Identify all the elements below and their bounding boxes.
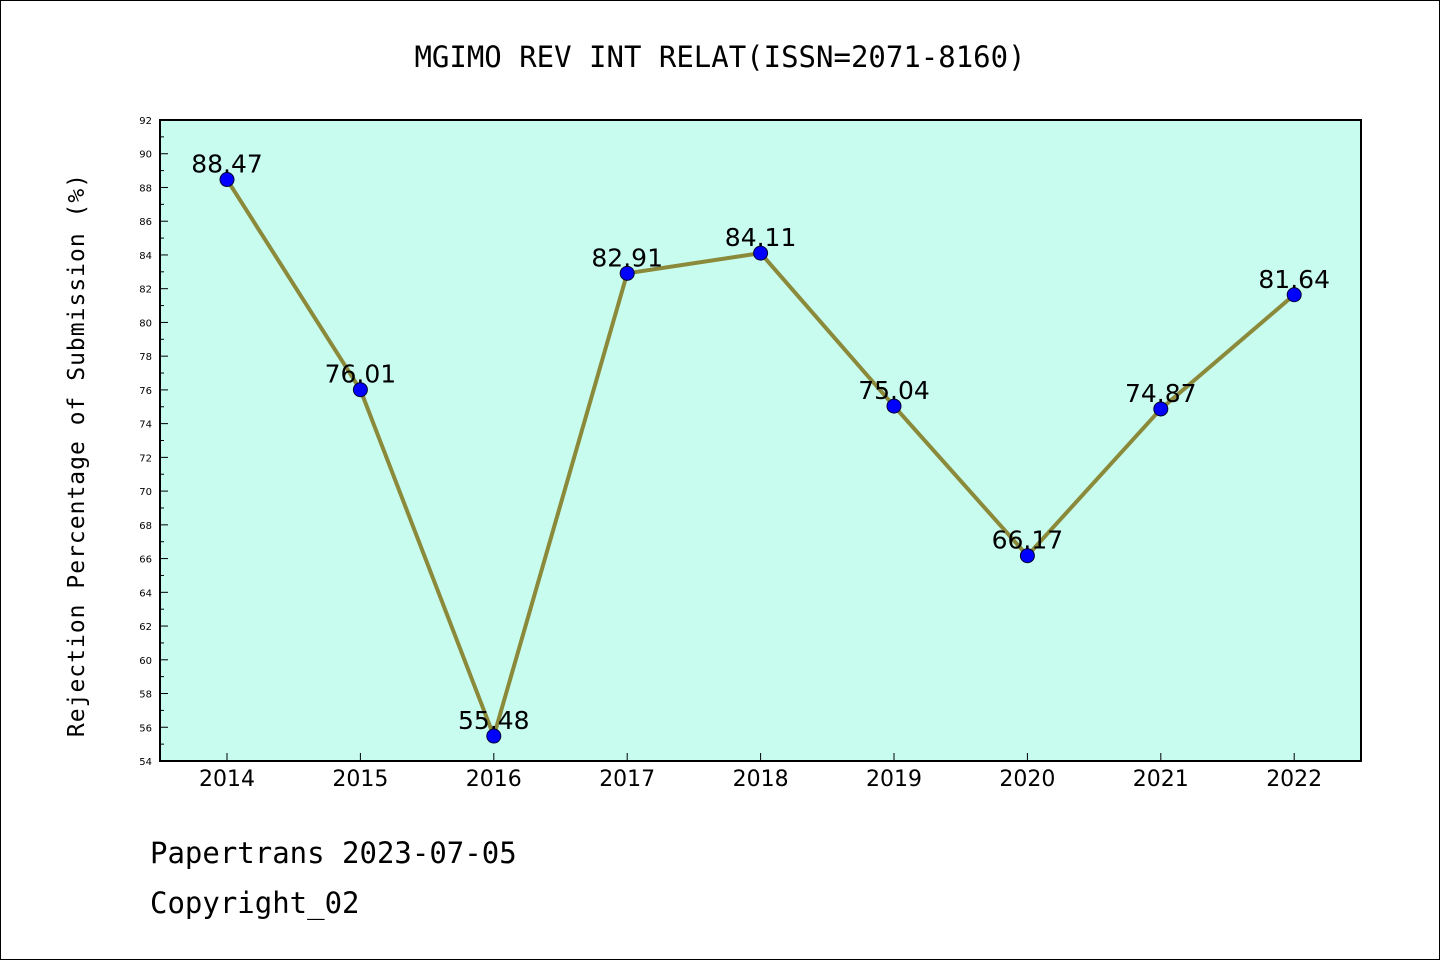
data-label: 88.47 <box>191 150 263 179</box>
y-tick-label: 60 <box>139 656 152 667</box>
data-point <box>219 172 235 188</box>
y-tick-label: 66 <box>139 555 152 566</box>
y-tick-label: 58 <box>139 690 152 701</box>
series-line-group <box>219 172 1302 744</box>
y-tick-label: 86 <box>139 217 152 228</box>
data-label: 76.01 <box>325 360 397 389</box>
y-tick-label: 70 <box>139 487 152 498</box>
x-tick-label: 2019 <box>866 767 922 792</box>
y-tick-label: 74 <box>139 420 152 431</box>
y-tick-label: 80 <box>139 318 152 329</box>
y-tick-label: 68 <box>139 521 152 532</box>
y-tick-label: 56 <box>139 723 152 734</box>
y-tick-label: 88 <box>139 183 152 194</box>
data-point <box>1153 401 1169 417</box>
x-axis: 2014 2015 2016 2017 2018 2019 2020 2021 2022 <box>199 753 1322 792</box>
x-tick-label: 2015 <box>332 767 388 792</box>
x-tick-label: 2016 <box>466 767 522 792</box>
data-labels: 88.47 76.01 55.48 82.91 84.11 75.04 66.17 74.87… <box>191 150 1330 735</box>
plot-area <box>159 119 1362 762</box>
data-label: 75.04 <box>858 376 930 405</box>
data-label: 81.64 <box>1258 265 1330 294</box>
y-tick-label: 62 <box>139 622 152 633</box>
data-label: 66.17 <box>992 526 1064 555</box>
y-tick-label: 82 <box>139 285 152 296</box>
data-label: 74.87 <box>1125 379 1197 408</box>
y-tick-label: 90 <box>139 150 152 161</box>
y-tick-label: 92 <box>139 116 152 127</box>
y-axis-label: Rejection Percentage of Submission (%) <box>64 173 90 737</box>
x-tick-label: 2017 <box>599 767 655 792</box>
x-tick-label: 2022 <box>1266 767 1322 792</box>
y-tick-label: 64 <box>139 588 152 599</box>
footer-date: Papertrans 2023-07-05 <box>150 836 517 870</box>
x-tick-label: 2021 <box>1133 767 1189 792</box>
chart-title: MGIMO REV INT RELAT(ISSN=2071-8160) <box>414 40 1025 74</box>
data-point <box>486 728 502 744</box>
data-point <box>1019 548 1035 564</box>
y-tick-label: 54 <box>139 757 152 768</box>
footer-copyright: Copyright_02 <box>150 886 360 920</box>
y-tick-label: 72 <box>139 453 152 464</box>
data-point <box>886 398 902 414</box>
y-axis: 54 56 58 60 62 64 66 68 70 72 74 76 78 80 82 84 86 88 90 92 <box>139 116 168 768</box>
data-label: 82.91 <box>591 243 663 272</box>
data-point <box>753 245 769 261</box>
data-label: 84.11 <box>725 223 797 252</box>
data-point <box>352 382 368 398</box>
data-point <box>1286 287 1302 303</box>
y-tick-label: 78 <box>139 352 152 363</box>
data-point <box>619 265 635 281</box>
x-tick-label: 2018 <box>733 767 789 792</box>
y-tick-label: 76 <box>139 386 152 397</box>
data-label: 55.48 <box>458 706 530 735</box>
x-tick-label: 2014 <box>199 767 255 792</box>
x-tick-label: 2020 <box>999 767 1055 792</box>
y-tick-label: 84 <box>139 251 152 262</box>
